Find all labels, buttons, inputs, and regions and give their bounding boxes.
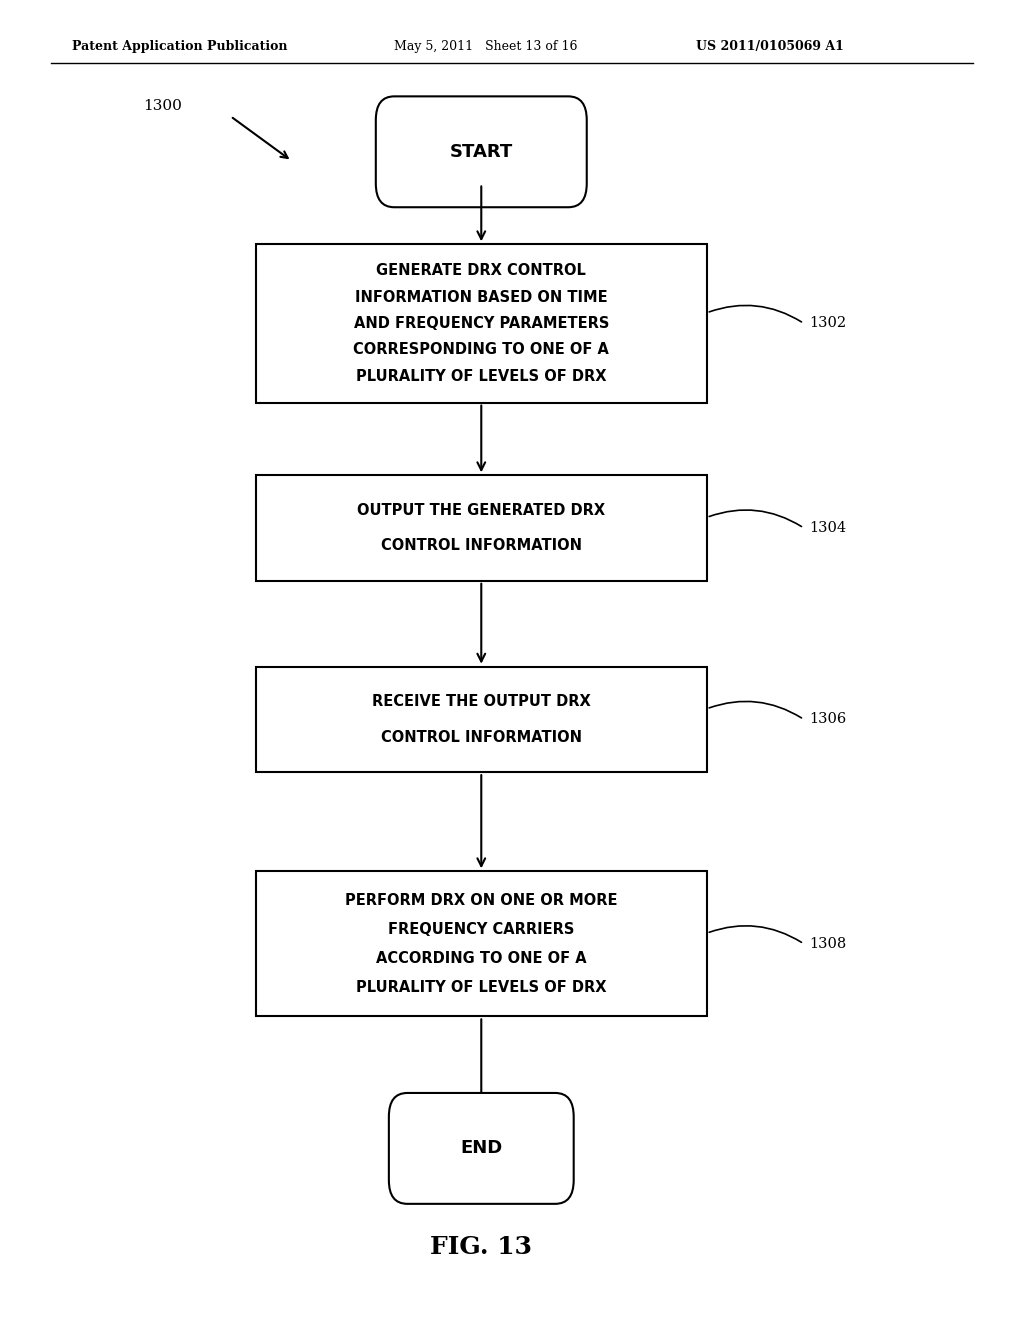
Text: AND FREQUENCY PARAMETERS: AND FREQUENCY PARAMETERS — [353, 315, 609, 331]
Text: 1308: 1308 — [809, 937, 846, 950]
Text: 1302: 1302 — [809, 317, 846, 330]
Text: May 5, 2011   Sheet 13 of 16: May 5, 2011 Sheet 13 of 16 — [394, 40, 578, 53]
Text: PERFORM DRX ON ONE OR MORE: PERFORM DRX ON ONE OR MORE — [345, 892, 617, 908]
Text: Patent Application Publication: Patent Application Publication — [72, 40, 287, 53]
Text: FREQUENCY CARRIERS: FREQUENCY CARRIERS — [388, 921, 574, 937]
Bar — [256, 871, 707, 1016]
Text: OUTPUT THE GENERATED DRX: OUTPUT THE GENERATED DRX — [357, 503, 605, 517]
Text: CORRESPONDING TO ONE OF A: CORRESPONDING TO ONE OF A — [353, 342, 609, 358]
Bar — [256, 667, 707, 772]
Text: FIG. 13: FIG. 13 — [430, 1236, 532, 1259]
Text: START: START — [450, 143, 513, 161]
Text: INFORMATION BASED ON TIME: INFORMATION BASED ON TIME — [355, 289, 607, 305]
Text: 1306: 1306 — [809, 713, 846, 726]
Text: PLURALITY OF LEVELS OF DRX: PLURALITY OF LEVELS OF DRX — [356, 368, 606, 384]
Text: GENERATE DRX CONTROL: GENERATE DRX CONTROL — [377, 263, 586, 279]
Text: 1304: 1304 — [809, 521, 846, 535]
FancyBboxPatch shape — [389, 1093, 573, 1204]
Bar — [256, 244, 707, 403]
Bar — [256, 475, 707, 581]
Text: PLURALITY OF LEVELS OF DRX: PLURALITY OF LEVELS OF DRX — [356, 979, 606, 995]
Text: 1300: 1300 — [143, 99, 182, 112]
Text: CONTROL INFORMATION: CONTROL INFORMATION — [381, 539, 582, 553]
Text: END: END — [460, 1139, 503, 1158]
Text: US 2011/0105069 A1: US 2011/0105069 A1 — [696, 40, 844, 53]
Text: CONTROL INFORMATION: CONTROL INFORMATION — [381, 730, 582, 744]
Text: RECEIVE THE OUTPUT DRX: RECEIVE THE OUTPUT DRX — [372, 694, 591, 709]
Text: ACCORDING TO ONE OF A: ACCORDING TO ONE OF A — [376, 950, 587, 966]
FancyBboxPatch shape — [376, 96, 587, 207]
